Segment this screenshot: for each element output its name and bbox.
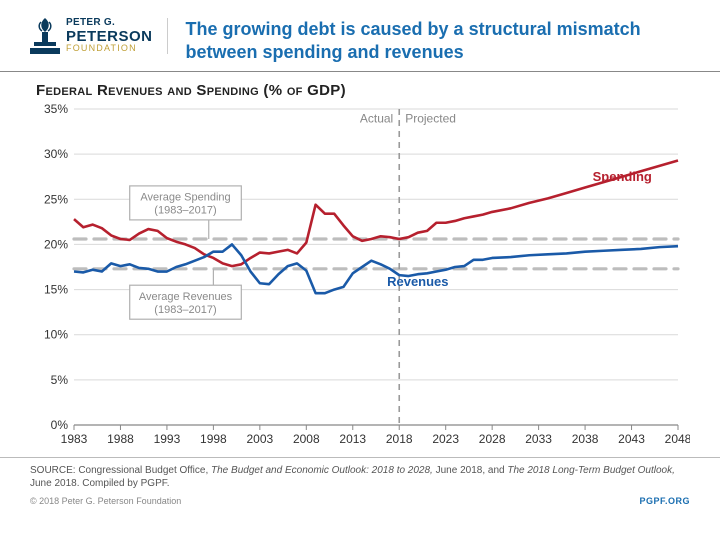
svg-text:(1983–2017): (1983–2017) — [154, 205, 216, 217]
svg-text:2028: 2028 — [479, 432, 506, 446]
svg-text:2023: 2023 — [432, 432, 459, 446]
svg-text:15%: 15% — [44, 283, 68, 297]
logo-text: PETER G. PETERSON FOUNDATION — [66, 18, 153, 54]
svg-text:Average Revenues: Average Revenues — [139, 291, 233, 303]
svg-text:25%: 25% — [44, 192, 68, 206]
chart-subtitle: Federal Revenues and Spending (% of GDP) — [0, 72, 720, 103]
copyright: © 2018 Peter G. Peterson Foundation — [30, 496, 181, 506]
svg-text:2033: 2033 — [525, 432, 552, 446]
svg-text:1983: 1983 — [61, 432, 88, 446]
header: PETER G. PETERSON FOUNDATION The growing… — [0, 0, 720, 72]
footer-url: PGPF.ORG — [639, 496, 690, 506]
logo: PETER G. PETERSON FOUNDATION — [30, 18, 168, 54]
logo-line-3: FOUNDATION — [66, 44, 153, 53]
svg-text:Revenues: Revenues — [387, 274, 448, 289]
source-mid-1: June 2018, and — [433, 465, 508, 476]
footer: © 2018 Peter G. Peterson Foundation PGPF… — [0, 492, 720, 506]
line-chart: 0% 5% 10% 15% 20% 25% 30% 35% 1983 1988 1993 1998 20… — [30, 103, 690, 453]
svg-text:2003: 2003 — [246, 432, 273, 446]
svg-text:5%: 5% — [51, 373, 69, 387]
svg-text:Average Spending: Average Spending — [140, 192, 230, 204]
svg-text:Spending: Spending — [593, 169, 652, 184]
source-mid-2: June 2018. Compiled by PGPF. — [30, 478, 170, 489]
svg-text:2038: 2038 — [572, 432, 599, 446]
svg-text:0%: 0% — [51, 418, 69, 432]
svg-text:30%: 30% — [44, 147, 68, 161]
chart-area: 0% 5% 10% 15% 20% 25% 30% 35% 1983 1988 1993 1998 20… — [30, 103, 690, 453]
svg-text:2013: 2013 — [339, 432, 366, 446]
svg-text:2048: 2048 — [665, 432, 690, 446]
svg-text:Projected: Projected — [405, 112, 456, 126]
source-prefix: SOURCE: Congressional Budget Office, — [30, 465, 211, 476]
svg-text:Actual: Actual — [360, 112, 393, 126]
svg-text:2043: 2043 — [618, 432, 645, 446]
svg-text:1988: 1988 — [107, 432, 134, 446]
chart-title: The growing debt is caused by a structur… — [186, 18, 690, 63]
source-ital-1: The Budget and Economic Outlook: 2018 to… — [211, 465, 433, 476]
svg-text:1993: 1993 — [154, 432, 181, 446]
logo-line-2: PETERSON — [66, 29, 153, 45]
svg-text:35%: 35% — [44, 103, 68, 116]
svg-text:20%: 20% — [44, 237, 68, 251]
source-citation: SOURCE: Congressional Budget Office, The… — [0, 457, 720, 492]
svg-text:10%: 10% — [44, 328, 68, 342]
source-ital-2: The 2018 Long-Term Budget Outlook, — [507, 465, 675, 476]
svg-text:2018: 2018 — [386, 432, 413, 446]
torch-icon — [30, 18, 60, 54]
svg-text:1998: 1998 — [200, 432, 227, 446]
svg-text:(1983–2017): (1983–2017) — [154, 304, 216, 316]
svg-text:2008: 2008 — [293, 432, 320, 446]
